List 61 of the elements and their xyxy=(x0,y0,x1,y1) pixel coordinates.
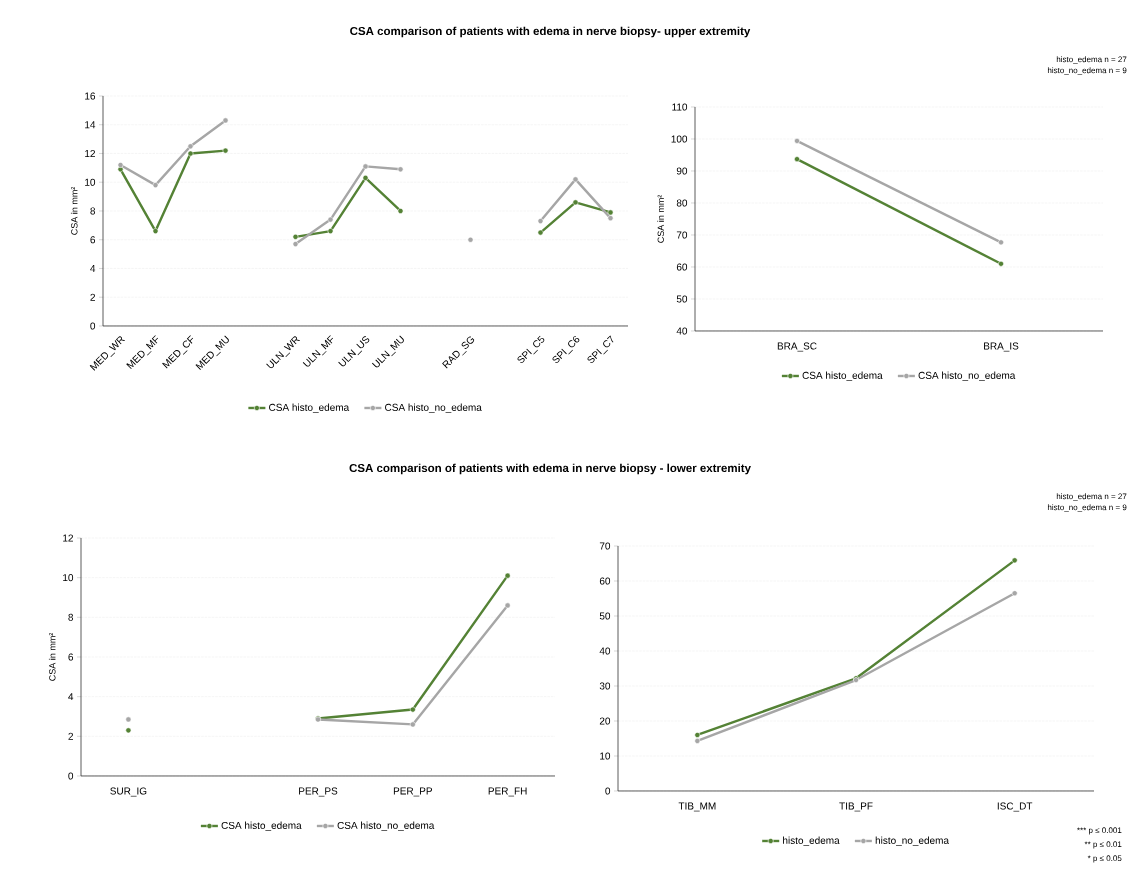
y-tick-label: 100 xyxy=(671,135,688,143)
legend-label: histo_no_edema xyxy=(875,836,949,846)
y-tick-label: 2 xyxy=(90,293,95,301)
y-tick-label: 110 xyxy=(672,103,688,111)
y-tick-label: 8 xyxy=(68,613,74,621)
y-tick-label: 40 xyxy=(676,327,688,335)
legend-label: CSA histo_no_edema xyxy=(918,371,1016,381)
legend-label: CSA histo_edema xyxy=(221,821,302,831)
y-tick-label: 70 xyxy=(676,231,688,239)
y-tick-label: 20 xyxy=(599,717,611,725)
y-tick-label: 0 xyxy=(90,322,96,330)
y-tick-label: 60 xyxy=(599,577,611,585)
x-tick-label: PER_PS xyxy=(299,787,338,797)
x-tick-label: BRA_SC xyxy=(777,342,817,352)
y-tick-label: 12 xyxy=(85,149,95,157)
y-axis-title: CSA in mm² xyxy=(48,632,56,681)
y-tick-label: 10 xyxy=(85,178,96,186)
y-tick-label: 6 xyxy=(90,236,96,244)
legend-label: CSA histo_edema xyxy=(802,371,883,381)
text: *** p ≤ 0.001 xyxy=(1077,827,1122,835)
text: ** p ≤ 0.01 xyxy=(1084,841,1122,849)
y-tick-label: 50 xyxy=(676,295,688,303)
y-tick-label: 4 xyxy=(90,265,96,272)
y-tick-label: 10 xyxy=(600,752,611,760)
text: histo_edema n = 27 xyxy=(1056,493,1127,501)
text: histo_no_edema n = 9 xyxy=(1047,504,1127,512)
y-tick-label: 12 xyxy=(63,534,73,542)
legend-label: CSA histo_edema xyxy=(269,403,350,413)
legend-label: histo_edema xyxy=(783,836,840,846)
y-tick-label: 90 xyxy=(676,167,688,175)
y-tick-label: 14 xyxy=(85,121,96,129)
legend-label: CSA histo_no_edema xyxy=(385,403,482,413)
y-axis-title: CSA in mm² xyxy=(657,194,664,243)
y-tick-label: 0 xyxy=(605,787,611,795)
x-tick-label: BRA_IS xyxy=(984,342,1019,352)
chart-title: CSA comparison of patients with edema in nerve biopsy- upper extremity xyxy=(350,26,751,38)
y-tick-label: 10 xyxy=(63,574,74,582)
y-tick-label: 16 xyxy=(85,92,96,100)
y-tick-label: 80 xyxy=(676,199,688,207)
y-tick-label: 6 xyxy=(68,653,74,661)
y-tick-label: 70 xyxy=(599,542,611,550)
x-tick-label: TIB_MM xyxy=(678,802,716,812)
x-tick-label: PER_FH xyxy=(488,787,527,797)
x-tick-label: TIB_PF xyxy=(839,802,873,812)
y-tick-label: 30 xyxy=(599,682,611,690)
y-tick-label: 8 xyxy=(90,207,96,215)
text: histo_edema n = 27 xyxy=(1056,56,1127,64)
legend-label: CSA histo_no_edema xyxy=(337,821,435,831)
x-tick-label: PER_PP xyxy=(393,787,433,797)
text: histo_no_edema n = 9 xyxy=(1047,67,1127,75)
x-tick-label: ISC_DT xyxy=(997,802,1033,812)
chart-title: CSA comparison of patients with edema in nerve biopsy - lower extremity xyxy=(349,463,751,475)
y-axis-title: CSA in mm² xyxy=(70,186,78,235)
text: * p ≤ 0.05 xyxy=(1087,855,1122,863)
y-tick-label: 4 xyxy=(68,693,74,701)
y-tick-label: 0 xyxy=(68,772,74,780)
y-tick-label: 40 xyxy=(599,647,611,655)
y-tick-label: 60 xyxy=(676,263,688,271)
y-tick-label: 50 xyxy=(599,612,611,620)
y-tick-label: 2 xyxy=(68,732,73,740)
x-tick-label: SUR_IG xyxy=(110,787,147,797)
